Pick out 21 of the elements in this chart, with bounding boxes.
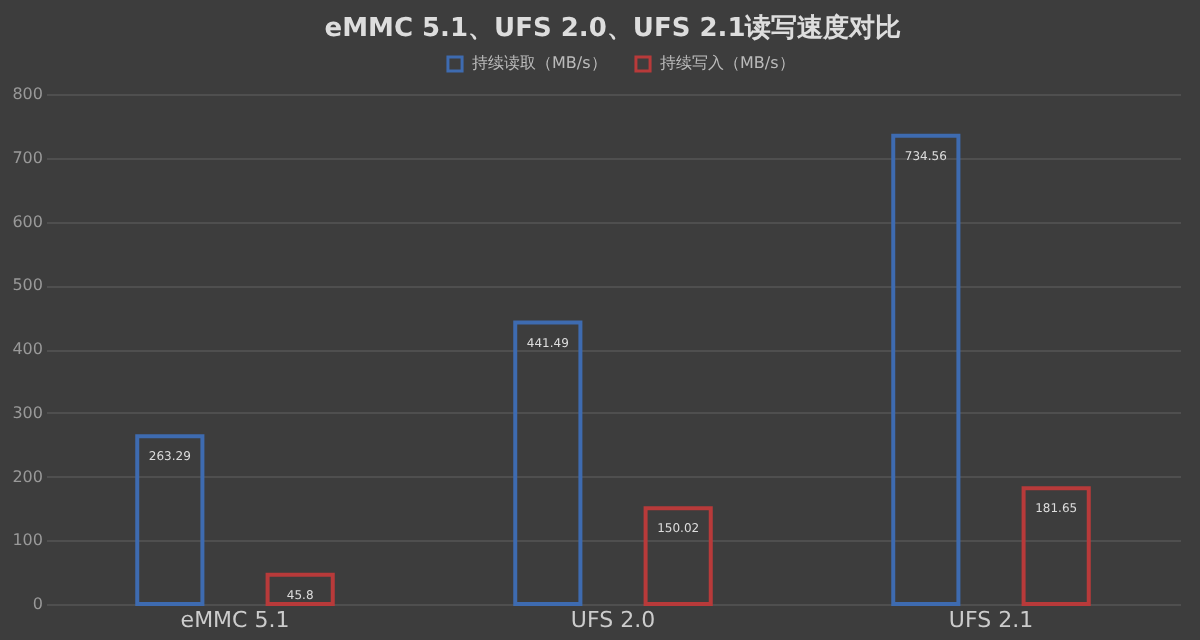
- legend-label: 持续写入（MB/s）: [660, 53, 795, 72]
- y-tick-label: 400: [12, 340, 43, 358]
- x-tick-label: UFS 2.0: [570, 607, 656, 633]
- bar: [891, 133, 961, 606]
- bar: [643, 506, 713, 606]
- x-tick-label: eMMC 5.1: [180, 607, 290, 633]
- x-tick-label: UFS 2.1: [948, 607, 1034, 633]
- y-tick-label: 0: [32, 595, 43, 613]
- bar: [1021, 486, 1091, 606]
- y-tick-label: 200: [12, 467, 43, 486]
- y-tick-label: 600: [12, 212, 43, 231]
- legend-label: 持续读取（MB/s）: [472, 53, 607, 72]
- chart-title: eMMC 5.1、UFS 2.0、UFS 2.1读写速度对比: [324, 12, 902, 44]
- y-tick-label: 800: [12, 85, 43, 103]
- bar: [513, 320, 583, 606]
- y-tick-label: 100: [12, 531, 43, 550]
- y-tick-label: 700: [12, 148, 43, 167]
- bar: [265, 572, 335, 606]
- y-tick-label: 500: [12, 276, 43, 295]
- y-tick-label: 300: [12, 403, 43, 422]
- bar: [135, 434, 205, 606]
